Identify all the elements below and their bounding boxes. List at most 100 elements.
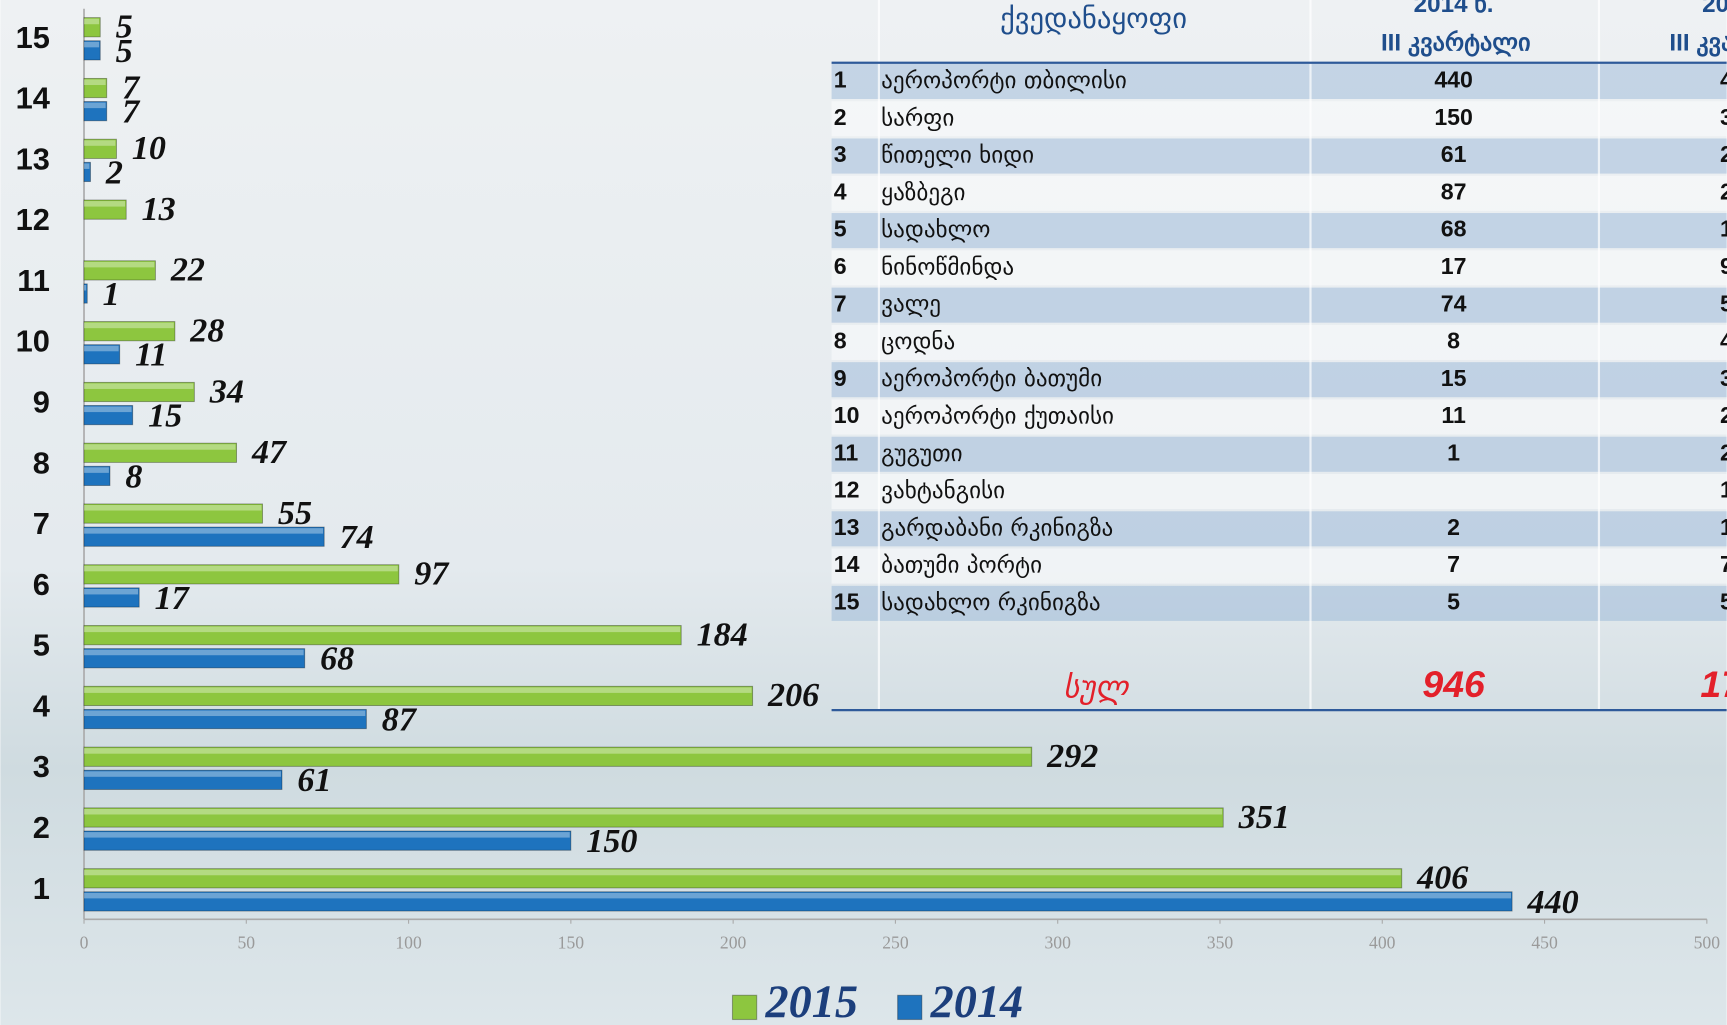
table-header: III კვარტალი	[1381, 29, 1531, 57]
value-label: 292	[1046, 738, 1098, 775]
x-tick-label: 300	[1044, 933, 1071, 953]
value-label: 8	[125, 458, 142, 495]
table-cell: ბათუმი პორტი	[881, 553, 1042, 579]
bar-highlight	[84, 80, 106, 86]
value-label: 150	[586, 823, 637, 860]
table-cell: 14	[834, 551, 860, 577]
table-cell: 8	[834, 328, 847, 354]
x-tick-label: 250	[882, 933, 909, 953]
table-header: ქვედანაყოფი	[1000, 1, 1187, 35]
value-label: 2	[105, 154, 123, 191]
table-row	[832, 325, 1727, 360]
table-cell: 1	[1447, 439, 1460, 465]
table-cell: 87	[1441, 178, 1467, 204]
legend-label: 2014	[930, 977, 1023, 1025]
value-label: 74	[340, 519, 374, 556]
table-row	[832, 176, 1727, 211]
table-cell: სადახლო	[881, 217, 990, 243]
table-cell: აეროპორტი თბილისი	[881, 68, 1127, 94]
table-cell: ნინოწმინდა	[881, 254, 1014, 280]
table-cell: 12	[834, 477, 860, 503]
value-label: 34	[209, 373, 244, 410]
bar-highlight	[84, 748, 1031, 754]
bar-highlight	[84, 505, 261, 511]
value-label: 97	[414, 556, 450, 593]
table-cell: 68	[1441, 216, 1467, 242]
value-label: 206	[767, 677, 820, 714]
table-cell: 351	[1720, 104, 1727, 130]
value-label: 22	[170, 252, 205, 289]
value-label: 55	[278, 495, 312, 532]
y-tick-label: 8	[33, 445, 50, 480]
y-tick-label: 15	[16, 20, 50, 55]
value-label: 61	[297, 762, 331, 799]
table-cell: გარდაბანი რკინიგზა	[881, 515, 1113, 541]
table-cell: 15	[1441, 365, 1467, 391]
bar-highlight	[84, 285, 86, 291]
table-cell: 34	[1720, 365, 1727, 391]
table-cell: 15	[834, 588, 860, 614]
y-tick-label: 6	[33, 567, 50, 602]
table-cell: 8	[1447, 328, 1460, 354]
value-label: 10	[132, 130, 166, 167]
value-label: 68	[320, 641, 354, 678]
y-tick-label: 1	[33, 871, 50, 906]
bar-highlight	[84, 201, 125, 207]
chart: ქვედანაყოფი 2014 წ. III კვარტალი 2015 წ.…	[0, 0, 1727, 1025]
table-cell: 406	[1720, 67, 1727, 93]
y-tick-label: 5	[33, 628, 50, 663]
legend-swatch	[732, 995, 756, 1019]
bar-highlight	[84, 262, 154, 268]
bar-highlight	[84, 103, 106, 109]
table-cell: 10	[1720, 514, 1727, 540]
bar-highlight	[84, 650, 304, 656]
table-cell: 6	[834, 253, 847, 279]
value-label: 11	[135, 337, 167, 374]
bar-highlight	[84, 323, 174, 329]
x-tick-label: 150	[558, 933, 585, 953]
bar-highlight	[84, 163, 89, 169]
bar-highlight	[84, 407, 132, 413]
table-cell: 292	[1720, 141, 1727, 167]
table-cell: 5	[834, 216, 847, 242]
y-tick-label: 11	[17, 263, 50, 298]
value-label: 5	[116, 33, 133, 70]
table-cell: 13	[834, 514, 860, 540]
table-cell: 22	[1720, 439, 1727, 465]
legend-label: 2015	[765, 977, 858, 1025]
x-tick-label: 200	[720, 933, 747, 953]
x-tick-label: 50	[237, 933, 255, 953]
value-label: 7	[122, 94, 141, 131]
bar-highlight	[84, 893, 1511, 899]
table-cell: ცოდნა	[881, 329, 955, 355]
table-cell: 13	[1720, 477, 1727, 503]
y-tick-label: 7	[33, 506, 50, 541]
table-cell: 97	[1720, 253, 1727, 279]
table-cell: 7	[1447, 551, 1460, 577]
table-cell: 74	[1441, 290, 1467, 316]
x-tick-label: 0	[80, 933, 89, 953]
table-header: 2014 წ.	[1414, 0, 1494, 18]
table-cell: 150	[1434, 104, 1473, 130]
bar-highlight	[84, 687, 752, 693]
y-tick-label: 10	[16, 324, 50, 359]
table-cell: 9	[834, 365, 847, 391]
table-cell: გუგუთი	[881, 441, 962, 467]
legend-swatch	[898, 995, 922, 1019]
table-cell: 4	[834, 178, 847, 204]
x-tick-label: 500	[1694, 933, 1721, 953]
bar-highlight	[84, 528, 323, 534]
value-label: 184	[697, 616, 748, 653]
y-tick-label: 14	[16, 81, 50, 116]
table-cell: 11	[834, 439, 859, 465]
table-cell: 2	[1447, 514, 1460, 540]
bar-highlight	[84, 870, 1401, 876]
y-tick-label: 2	[33, 810, 50, 845]
x-tick-label: 450	[1531, 933, 1558, 953]
value-label: 440	[1527, 884, 1579, 921]
table-cell: 7	[834, 290, 847, 316]
bar-highlight	[84, 346, 119, 352]
value-label: 406	[1416, 860, 1469, 897]
bar-highlight	[84, 42, 99, 48]
table-cell: 2	[834, 104, 847, 130]
